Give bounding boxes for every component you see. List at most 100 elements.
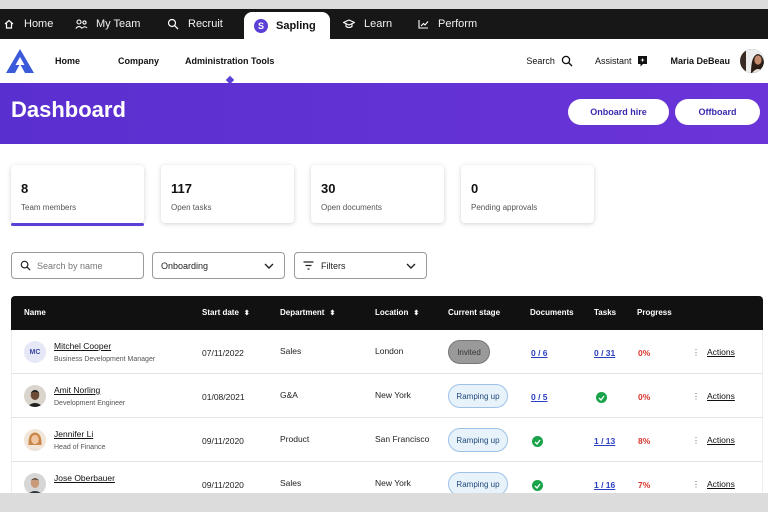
column-header-department[interactable]: Department ⬍	[280, 308, 336, 317]
team-table: Name Start date ⬍ Department ⬍ Location ⬍ C…	[11, 296, 763, 493]
column-header-location[interactable]: Location ⬍	[375, 308, 420, 317]
start-date: 07/11/2022	[202, 348, 244, 358]
status-badge: Invited	[448, 340, 490, 364]
location: New York	[375, 390, 411, 400]
column-header-tasks[interactable]: Tasks	[594, 308, 617, 317]
perform-icon	[416, 17, 430, 31]
chevron-down-icon	[406, 263, 416, 269]
nav-link-administration-tools[interactable]: Administration Tools	[185, 56, 275, 66]
sort-icon: ⬍	[413, 309, 420, 317]
app-tab-my-team[interactable]: My Team	[74, 9, 166, 39]
stage-select[interactable]: Onboarding	[152, 252, 285, 279]
chevron-down-icon	[264, 263, 274, 269]
employee-title: Business Development Manager	[54, 356, 156, 363]
column-header-start-date[interactable]: Start date ⬍	[202, 308, 250, 317]
table-header: Name Start date ⬍ Department ⬍ Location ⬍ C…	[11, 296, 763, 330]
team-icon	[74, 17, 88, 31]
employee-name-link[interactable]: Mitchel Cooper	[54, 341, 112, 351]
check-icon	[596, 392, 607, 403]
search-icon	[561, 55, 573, 67]
documents-link[interactable]: 0 / 5	[531, 392, 548, 402]
actions-menu[interactable]: ⋮ Actions	[692, 435, 735, 445]
start-date: 09/11/2020	[202, 436, 244, 446]
employee-title: Development Engineer	[54, 400, 126, 407]
department: Sales	[280, 478, 302, 488]
employee-name-link[interactable]: Amit Norling	[54, 385, 101, 395]
search-icon	[20, 260, 31, 271]
column-header-name[interactable]: Name	[24, 308, 46, 317]
status-badge: Ramping up	[448, 472, 508, 493]
employee-name-link[interactable]: Jennifer Li	[54, 429, 94, 439]
start-date: 09/11/2020	[202, 480, 244, 490]
stat-card-team-members[interactable]: 8 Team members	[11, 165, 144, 226]
employee-title: Head of Finance	[54, 444, 106, 451]
onboard-hire-button[interactable]: Onboard hire	[568, 99, 669, 125]
app-tab-learn[interactable]: Learn	[330, 9, 408, 39]
recruit-icon	[166, 17, 180, 31]
employee-name-link[interactable]: Jose Oberbauer	[54, 473, 115, 483]
page-title: Dashboard	[11, 97, 126, 122]
department: Product	[280, 434, 310, 444]
app-tab-sapling[interactable]: S Sapling	[244, 12, 330, 39]
app-window: Home My Team Recruit S Sapling Learn	[0, 9, 768, 493]
column-header-progress[interactable]: Progress	[637, 308, 672, 317]
app-tab-recruit[interactable]: Recruit	[166, 9, 244, 39]
avatar	[24, 385, 46, 407]
table-row[interactable]: Amit Norling Development Engineer 01/08/…	[11, 374, 763, 418]
start-date: 01/08/2021	[202, 392, 245, 402]
nav-right-group: Search Assistant Maria DeBeau	[504, 39, 764, 83]
column-header-current-stage[interactable]: Current stage	[448, 308, 501, 317]
table-row[interactable]: MC Mitchel Cooper Business Development M…	[11, 330, 763, 374]
stat-card-open-documents[interactable]: 30 Open documents	[311, 165, 444, 223]
actions-menu[interactable]: ⋮ Actions	[692, 347, 735, 357]
table-row[interactable]: Jennifer Li Head of Finance 09/11/2020 P…	[11, 418, 763, 462]
app-tab-bar: Home My Team Recruit S Sapling Learn	[0, 9, 768, 39]
progress-value: 8%	[638, 436, 651, 446]
tasks-link[interactable]: 0 / 31	[594, 348, 616, 358]
check-icon	[532, 480, 543, 491]
more-vertical-icon: ⋮	[692, 479, 700, 489]
filters-dropdown[interactable]: Filters	[294, 252, 427, 279]
dashboard-banner: Dashboard Onboard hire Offboard	[0, 83, 768, 144]
tasks-link[interactable]: 1 / 16	[594, 480, 616, 490]
status-badge: Ramping up	[448, 384, 508, 408]
location: New York	[375, 478, 411, 488]
table-row[interactable]: Jose Oberbauer 09/11/2020 Sales New York…	[11, 462, 763, 493]
stat-card-open-tasks[interactable]: 117 Open tasks	[161, 165, 294, 223]
documents-link[interactable]: 0 / 6	[531, 348, 548, 358]
more-vertical-icon: ⋮	[692, 435, 700, 445]
location: London	[375, 346, 404, 356]
assistant-icon	[638, 56, 648, 67]
tasks-link[interactable]: 1 / 13	[594, 436, 616, 446]
user-menu[interactable]: Maria DeBeau	[670, 49, 764, 73]
department: Sales	[280, 346, 302, 356]
assistant-button[interactable]: Assistant	[595, 55, 649, 67]
sort-icon: ⬍	[243, 309, 250, 317]
home-icon	[2, 17, 16, 31]
nav-link-company[interactable]: Company	[118, 56, 160, 66]
more-vertical-icon: ⋮	[692, 391, 700, 401]
app-tab-home[interactable]: Home	[0, 9, 74, 39]
status-badge: Ramping up	[448, 428, 508, 452]
column-header-documents[interactable]: Documents	[530, 308, 574, 317]
sapling-icon: S	[254, 18, 268, 33]
department: G&A	[280, 390, 298, 400]
check-icon	[532, 436, 543, 447]
offboard-button[interactable]: Offboard	[675, 99, 760, 125]
avatar: MC	[24, 341, 46, 363]
company-logo[interactable]	[4, 45, 36, 77]
top-navbar: Home Company Administration Tools Search…	[0, 39, 768, 83]
progress-value: 0%	[638, 392, 651, 402]
user-avatar	[740, 49, 764, 73]
search-button[interactable]: Search	[526, 55, 573, 67]
more-vertical-icon: ⋮	[692, 347, 700, 357]
stat-card-pending-approvals[interactable]: 0 Pending approvals	[461, 165, 594, 223]
search-by-name-input[interactable]: Search by name	[11, 252, 144, 279]
sort-icon: ⬍	[329, 309, 336, 317]
actions-menu[interactable]: ⋮ Actions	[692, 391, 735, 401]
nav-link-home[interactable]: Home	[55, 56, 81, 66]
avatar	[24, 429, 46, 451]
app-tab-perform[interactable]: Perform	[408, 9, 488, 39]
actions-menu[interactable]: ⋮ Actions	[692, 479, 735, 489]
location: San Francisco	[375, 434, 430, 444]
